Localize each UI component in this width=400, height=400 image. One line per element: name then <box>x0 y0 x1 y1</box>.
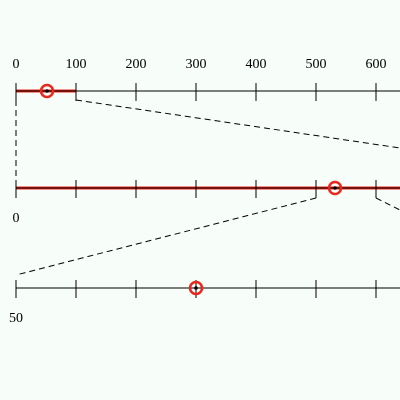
tick-label: 100 <box>66 57 87 72</box>
tick-label: 200 <box>126 57 147 72</box>
tick-label: 400 <box>246 57 267 72</box>
handle[interactable] <box>327 180 343 196</box>
tick-label: 300 <box>186 57 207 72</box>
tick-label: 600 <box>366 57 387 72</box>
handle[interactable] <box>39 83 55 99</box>
tick-label: 500 <box>306 57 327 72</box>
zoom-guide <box>15 197 317 276</box>
handle[interactable] <box>188 280 204 296</box>
tick-label: 0 <box>13 211 20 226</box>
tick-label: 0 <box>13 57 20 72</box>
tick-label: 50 <box>9 311 23 326</box>
zoom-guide <box>75 99 400 149</box>
zoom-guide <box>375 197 400 211</box>
